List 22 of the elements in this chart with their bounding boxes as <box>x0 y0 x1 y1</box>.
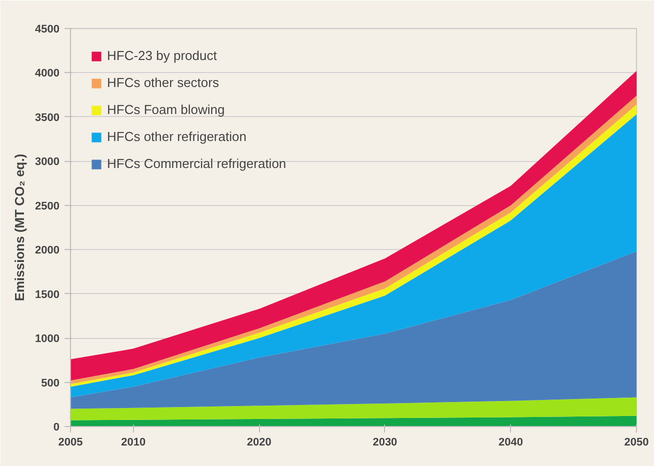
legend-label: HFCs other refrigeration <box>107 129 246 144</box>
y-tick-label: 0 <box>53 422 60 434</box>
x-tick-label: 2005 <box>58 436 83 448</box>
y-tick-label: 4000 <box>35 68 60 80</box>
y-axis-title: Emissions (MT CO₂ eq.) <box>12 154 28 302</box>
legend-label: HFCs Foam blowing <box>107 102 225 117</box>
y-tick-label: 2500 <box>35 200 60 212</box>
y-tick-label: 500 <box>41 377 60 390</box>
x-tick-label: 2010 <box>121 436 146 448</box>
y-tick-label: 3000 <box>35 156 60 168</box>
legend-label: HFCs other sectors <box>107 75 219 90</box>
y-tick-label: 1000 <box>35 333 60 346</box>
legend-label: HFC-23 by product <box>107 48 217 63</box>
y-tick-label: 3500 <box>35 112 60 124</box>
y-tick-label: 4500 <box>35 24 60 36</box>
y-tick-label: 1500 <box>35 288 60 301</box>
x-tick-label: 2050 <box>624 436 649 448</box>
x-tick-label: 2030 <box>372 436 398 448</box>
y-tick-label: 2000 <box>35 244 60 257</box>
x-tick-label: 2040 <box>498 436 523 448</box>
legend-label: HFCs Commercial refrigeration <box>107 156 286 171</box>
x-tick-label: 2020 <box>246 436 272 448</box>
